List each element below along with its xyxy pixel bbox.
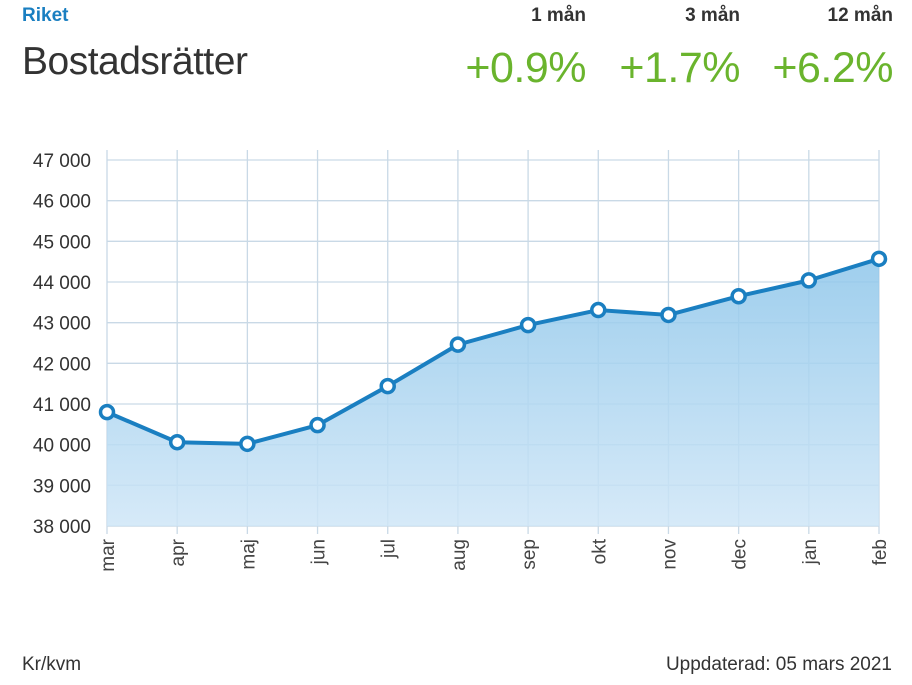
data-point-dec[interactable] — [730, 287, 747, 305]
x-tick-label: feb — [870, 539, 891, 565]
y-axis-labels: 38 000 39 000 40 000 41 000 42 000 43 000 44 0… — [33, 151, 91, 538]
x-tick-label: jun — [309, 539, 330, 565]
change-value-3m: +1.7% — [619, 44, 740, 92]
y-tick-label: 39 000 — [33, 476, 91, 497]
period-label-1m: 1 mån — [531, 5, 586, 26]
y-tick-label: 40 000 — [33, 436, 91, 457]
x-axis-labels: mar apr maj jun jul aug sep okt nov dec jan feb — [98, 538, 891, 571]
data-point-feb[interactable] — [870, 250, 888, 268]
line-layer — [105, 256, 881, 446]
x-tick-label: mar — [98, 538, 119, 571]
y-tick-label: 41 000 — [33, 395, 91, 416]
x-tick-label: apr — [168, 538, 189, 566]
x-tick-label: jan — [800, 539, 821, 565]
y-tick-label: 43 000 — [33, 314, 91, 335]
region-label: Riket — [22, 5, 69, 26]
data-point-sep[interactable] — [519, 316, 537, 334]
unit-label: Kr/kvm — [22, 654, 82, 675]
y-tick-label: 44 000 — [33, 273, 91, 294]
data-point-jun[interactable] — [309, 416, 326, 434]
data-point-jul[interactable] — [379, 377, 396, 395]
series-line — [105, 256, 881, 446]
y-tick-label: 42 000 — [33, 354, 91, 375]
change-value-1m: +0.9% — [465, 44, 586, 92]
y-tick-label: 38 000 — [33, 517, 91, 538]
change-value-12m: +6.2% — [772, 44, 893, 92]
data-point-apr[interactable] — [168, 433, 186, 451]
updated-label: Uppdaterad: 05 mars 2021 — [665, 654, 892, 675]
x-tick-label: dec — [730, 539, 751, 570]
data-point-maj[interactable] — [239, 435, 256, 453]
x-tick-label: okt — [589, 538, 610, 564]
period-label-3m: 3 mån — [685, 5, 740, 26]
data-point-jan[interactable] — [800, 272, 818, 289]
data-point-nov[interactable] — [660, 306, 677, 324]
area-layer — [107, 258, 879, 526]
series-area — [107, 258, 879, 526]
x-tick-label: nov — [659, 539, 680, 570]
data-point-aug[interactable] — [449, 336, 467, 353]
y-tick-label: 46 000 — [33, 192, 91, 213]
price-chart: 38 000 39 000 40 000 41 000 42 000 43 000 44 0… — [33, 150, 891, 572]
data-point-mar[interactable] — [98, 403, 116, 421]
period-label-12m: 12 mån — [827, 5, 893, 26]
x-tick-label: jul — [379, 539, 400, 559]
page-title: Bostadsrätter — [22, 40, 248, 83]
y-tick-label: 47 000 — [33, 151, 91, 172]
x-tick-label: sep — [519, 539, 540, 570]
x-tick-label: aug — [449, 539, 470, 571]
data-point-okt[interactable] — [590, 301, 607, 319]
y-tick-label: 45 000 — [33, 232, 91, 253]
x-tick-label: maj — [238, 539, 259, 570]
point-layer — [98, 250, 888, 453]
